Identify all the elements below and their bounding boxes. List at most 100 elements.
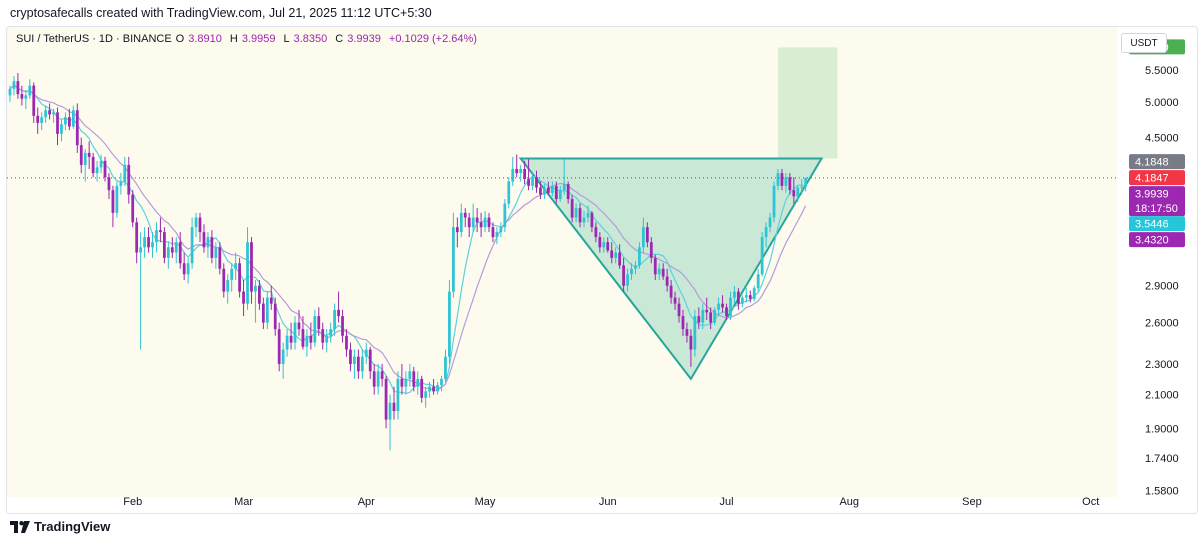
candle-body[interactable] <box>190 227 194 264</box>
candle-body[interactable] <box>721 303 724 308</box>
candle-body[interactable] <box>341 316 344 336</box>
candle-body[interactable] <box>614 252 618 258</box>
candle-body[interactable] <box>281 349 285 364</box>
candle-body[interactable] <box>645 227 649 243</box>
candle-body[interactable] <box>254 285 257 292</box>
candle-body[interactable] <box>163 232 166 258</box>
candle-body[interactable] <box>265 297 269 323</box>
inverted-triangle-pattern[interactable] <box>518 157 824 381</box>
candle-body[interactable] <box>337 309 340 317</box>
candle-body[interactable] <box>135 222 139 253</box>
candle-body[interactable] <box>329 329 333 336</box>
candle-body[interactable] <box>737 291 740 304</box>
candle-body[interactable] <box>87 152 91 157</box>
candle-body[interactable] <box>495 232 499 238</box>
candle-body[interactable] <box>483 217 487 228</box>
candle-body[interactable] <box>269 297 273 304</box>
candle-body[interactable] <box>554 185 558 200</box>
candle-body[interactable] <box>166 247 170 258</box>
price-chart[interactable]: 5.50005.00004.50003.70003.30002.90002.60… <box>7 27 1197 513</box>
price-axis[interactable] <box>1117 27 1197 513</box>
candle-body[interactable] <box>143 237 146 248</box>
candle-body[interactable] <box>626 274 629 286</box>
candle-body[interactable] <box>756 274 760 289</box>
candle-body[interactable] <box>356 356 360 372</box>
candle-body[interactable] <box>459 212 463 233</box>
candle-body[interactable] <box>24 95 28 99</box>
candle-body[interactable] <box>392 402 396 412</box>
candle-body[interactable] <box>578 208 582 223</box>
candle-body[interactable] <box>574 208 578 218</box>
candle-body[interactable] <box>261 303 265 323</box>
candle-body[interactable] <box>713 309 717 323</box>
candle-body[interactable] <box>487 217 491 228</box>
candle-body[interactable] <box>760 237 764 275</box>
candle-body[interactable] <box>634 265 637 269</box>
candle-body[interactable] <box>147 237 150 248</box>
candle-body[interactable] <box>40 117 44 123</box>
candle-body[interactable] <box>364 349 368 357</box>
candle-body[interactable] <box>313 316 317 343</box>
candle-body[interactable] <box>705 309 709 313</box>
candle-body[interactable] <box>689 335 693 350</box>
candle-body[interactable] <box>182 263 186 275</box>
candle-body[interactable] <box>107 177 111 191</box>
candle-body[interactable] <box>79 145 83 165</box>
candle-body[interactable] <box>780 173 784 186</box>
candle-body[interactable] <box>64 117 67 125</box>
candle-body[interactable] <box>202 232 206 248</box>
candle-body[interactable] <box>246 242 249 304</box>
candle-body[interactable] <box>661 268 665 277</box>
candle-body[interactable] <box>685 329 689 336</box>
candle-body[interactable] <box>56 112 59 134</box>
candle-body[interactable] <box>384 378 388 420</box>
candle-body[interactable] <box>139 247 143 253</box>
candle-body[interactable] <box>178 242 182 264</box>
candle-body[interactable] <box>562 184 566 191</box>
candle-body[interactable] <box>194 217 198 228</box>
candle-body[interactable] <box>665 276 669 286</box>
candle-body[interactable] <box>649 242 653 258</box>
candle-body[interactable] <box>230 268 234 280</box>
candle-body[interactable] <box>404 378 408 387</box>
candle-body[interactable] <box>582 217 586 223</box>
legend-symbol[interactable]: SUI / TetherUS · 1D · BINANCE <box>16 33 172 45</box>
candle-body[interactable] <box>159 230 162 233</box>
candle-body[interactable] <box>471 217 475 228</box>
candle-body[interactable] <box>669 285 673 298</box>
candle-body[interactable] <box>119 181 123 186</box>
candle-body[interactable] <box>115 185 119 213</box>
candle-body[interactable] <box>804 177 808 187</box>
candle-body[interactable] <box>673 297 677 304</box>
candle-body[interactable] <box>388 402 392 420</box>
candle-body[interactable] <box>321 329 325 343</box>
candle-body[interactable] <box>36 115 40 123</box>
candle-body[interactable] <box>455 227 459 233</box>
candle-body[interactable] <box>12 81 16 89</box>
candle-body[interactable] <box>277 329 281 364</box>
candle-body[interactable] <box>428 386 432 392</box>
candle-body[interactable] <box>345 335 348 350</box>
chart-panel[interactable]: 5.50005.00004.50003.70003.30002.90002.60… <box>6 26 1198 514</box>
candle-body[interactable] <box>273 303 277 330</box>
candle-body[interactable] <box>642 227 645 248</box>
candle-body[interactable] <box>218 247 222 269</box>
candle-body[interactable] <box>32 85 36 116</box>
candle-body[interactable] <box>440 378 443 386</box>
candle-body[interactable] <box>638 247 641 266</box>
candle-body[interactable] <box>717 303 720 310</box>
candle-body[interactable] <box>420 378 424 398</box>
candle-body[interactable] <box>123 164 127 182</box>
candle-body[interactable] <box>800 186 804 188</box>
candle-body[interactable] <box>408 371 412 379</box>
candle-body[interactable] <box>198 217 202 233</box>
candle-body[interactable] <box>792 190 796 197</box>
candle-body[interactable] <box>317 316 321 330</box>
candle-body[interactable] <box>451 227 455 292</box>
candle-body[interactable] <box>293 322 297 343</box>
candle-body[interactable] <box>657 268 661 275</box>
candle-body[interactable] <box>360 356 364 372</box>
candle-body[interactable] <box>155 230 158 243</box>
candle-body[interactable] <box>174 242 178 253</box>
candle-body[interactable] <box>543 187 546 195</box>
